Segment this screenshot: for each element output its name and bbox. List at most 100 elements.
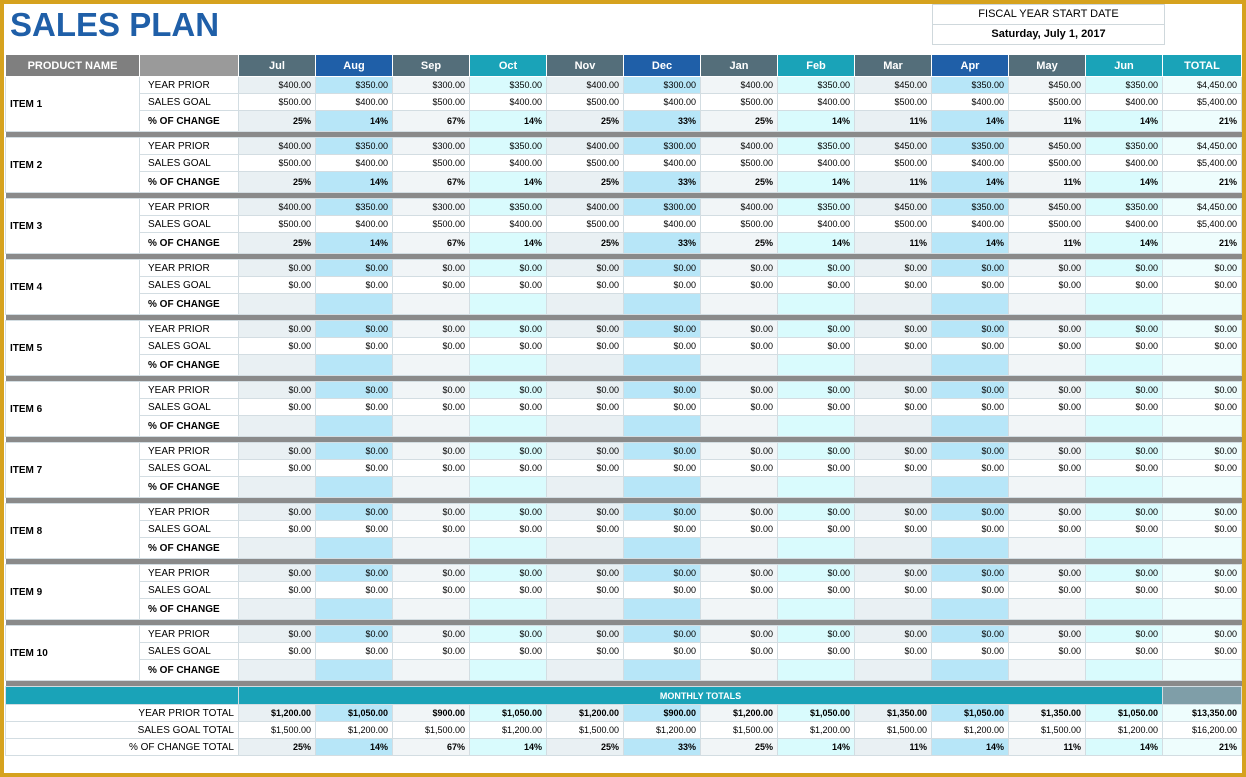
total-cell: $1,500.00 [1008, 721, 1086, 739]
row-label: % OF CHANGE [139, 232, 239, 254]
item-name: ITEM 3 [5, 198, 140, 254]
cell: $0.00 [315, 520, 393, 538]
cell: $0.00 [931, 381, 1009, 399]
row-label: YEAR PRIOR [139, 320, 239, 338]
cell: $0.00 [1008, 581, 1086, 599]
cell: $0.00 [931, 337, 1009, 355]
cell: $0.00 [1085, 520, 1163, 538]
cell: $0.00 [1085, 398, 1163, 416]
cell: 25% [700, 232, 778, 254]
cell [623, 354, 701, 376]
cell [623, 598, 701, 620]
cell: $0.00 [469, 564, 547, 582]
cell [700, 598, 778, 620]
total-label: % OF CHANGE TOTAL [5, 738, 239, 756]
cell [777, 293, 855, 315]
cell: $0.00 [315, 398, 393, 416]
total-cell: $16,200.00 [1162, 721, 1242, 739]
cell: $0.00 [777, 381, 855, 399]
cell [777, 537, 855, 559]
total-row: YEAR PRIOR TOTAL $1,200.00 $1,050.00 $900.0… [5, 704, 1242, 722]
cell: $0.00 [931, 503, 1009, 521]
cell: $0.00 [546, 320, 624, 338]
cell: $0.00 [777, 564, 855, 582]
fiscal-box: FISCAL YEAR START DATE Saturday, July 1,… [932, 4, 1165, 45]
cell: $0.00 [623, 520, 701, 538]
cell [469, 293, 547, 315]
cell: $0.00 [1162, 276, 1242, 294]
cell: $0.00 [1162, 337, 1242, 355]
cell: $0.00 [546, 398, 624, 416]
cell: $0.00 [623, 503, 701, 521]
cell [700, 415, 778, 437]
cell [392, 659, 470, 681]
row-label: % OF CHANGE [139, 110, 239, 132]
item-row: ITEM 2 YEAR PRIOR $400.00 $350.00 $300.00 $35… [5, 137, 1242, 193]
header-row: PRODUCT NAME Jul Aug Sep Oct Nov Dec Jan Feb Mar A… [5, 54, 1242, 77]
cell: $400.00 [469, 215, 547, 233]
cell: 25% [546, 110, 624, 132]
item-row: ITEM 5 YEAR PRIOR $0.00 $0.00 $0.00 $0.00 $0.0… [5, 320, 1242, 376]
cell: $400.00 [546, 76, 624, 94]
cell: $0.00 [315, 381, 393, 399]
item-name: ITEM 6 [5, 381, 140, 437]
item-row: ITEM 4 YEAR PRIOR $0.00 $0.00 $0.00 $0.00 $0.0… [5, 259, 1242, 315]
separator-cell [5, 436, 1242, 443]
cell: $0.00 [1162, 520, 1242, 538]
row-label: YEAR PRIOR [139, 198, 239, 216]
cell: $0.00 [1008, 520, 1086, 538]
cell: 67% [392, 232, 470, 254]
cell: $0.00 [931, 320, 1009, 338]
cell: $0.00 [1085, 320, 1163, 338]
cell [1162, 293, 1242, 315]
cell: $0.00 [315, 442, 393, 460]
column-header: Feb [777, 54, 855, 77]
cell: $0.00 [469, 459, 547, 477]
cell: $300.00 [623, 198, 701, 216]
cell: $0.00 [392, 320, 470, 338]
separator [5, 131, 1242, 138]
total-cell: $1,500.00 [546, 721, 624, 739]
row-label: YEAR PRIOR [139, 381, 239, 399]
row-label: % OF CHANGE [139, 659, 239, 681]
total-cell: $1,200.00 [1085, 721, 1163, 739]
cell: $400.00 [315, 215, 393, 233]
item-row: SALES GOAL $500.00 $400.00 $500.00 $400.00 $5… [6, 154, 1242, 172]
column-header: Jun [1085, 54, 1163, 77]
cell: $0.00 [700, 625, 778, 643]
total-cell: $1,200.00 [315, 721, 393, 739]
cell [700, 659, 778, 681]
cell: $0.00 [700, 642, 778, 660]
row-label: YEAR PRIOR [139, 625, 239, 643]
cell: $450.00 [1008, 137, 1086, 155]
row-label: SALES GOAL [139, 276, 239, 294]
cell: $0.00 [1008, 564, 1086, 582]
item-name: ITEM 9 [5, 564, 140, 620]
cell: $500.00 [392, 93, 470, 111]
cell [546, 354, 624, 376]
item-row: SALES GOAL $0.00 $0.00 $0.00 $0.00 $0.00 $0.00… [6, 581, 1242, 599]
cell [854, 659, 932, 681]
row-label: YEAR PRIOR [139, 503, 239, 521]
cell: $400.00 [469, 93, 547, 111]
cell: 25% [700, 110, 778, 132]
cell: $0.00 [777, 259, 855, 277]
cell: $0.00 [854, 398, 932, 416]
cell: 25% [546, 232, 624, 254]
cell [1085, 476, 1163, 498]
cell: $0.00 [623, 564, 701, 582]
row-label: % OF CHANGE [139, 293, 239, 315]
total-cell: $1,350.00 [854, 704, 932, 722]
fiscal-label: FISCAL YEAR START DATE [978, 8, 1119, 20]
cell [315, 598, 393, 620]
cell: $0.00 [469, 276, 547, 294]
cell: $450.00 [854, 137, 932, 155]
cell: $300.00 [623, 137, 701, 155]
cell: $0.00 [1162, 459, 1242, 477]
cell [931, 598, 1009, 620]
cell: $0.00 [623, 642, 701, 660]
total-cell: $1,200.00 [623, 721, 701, 739]
total-cell: $1,050.00 [315, 704, 393, 722]
title: SALES PLAN [10, 6, 220, 43]
column-header: Aug [315, 54, 393, 77]
